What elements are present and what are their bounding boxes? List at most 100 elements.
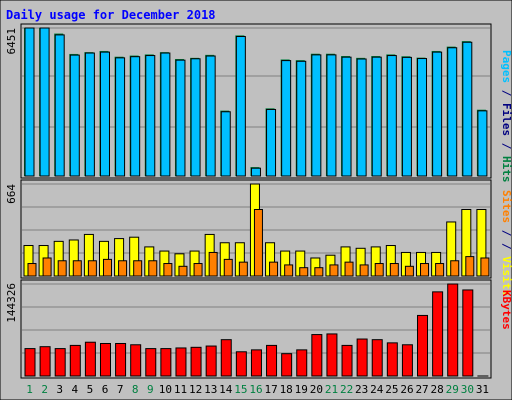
- kbytes-bar: [236, 352, 246, 376]
- x-tick-label: 19: [295, 383, 308, 396]
- kbytes-bar: [357, 339, 367, 376]
- pages-bar: [55, 35, 64, 176]
- kbytes-bar: [176, 348, 186, 376]
- x-tick-label: 4: [72, 383, 79, 396]
- sites-bar: [345, 262, 353, 276]
- kbytes-bar: [402, 345, 412, 376]
- kbytes-bar: [342, 345, 352, 376]
- pages-bar: [70, 55, 79, 176]
- sites-bar: [375, 264, 383, 276]
- middle-y-max-label: 664: [5, 184, 18, 204]
- pages-bar: [297, 61, 306, 176]
- sites-bar: [224, 259, 232, 276]
- kbytes-bar: [206, 346, 216, 376]
- sites-bar: [179, 266, 187, 276]
- x-tick-label: 29: [446, 383, 459, 396]
- sites-bar: [451, 261, 459, 276]
- kbytes-bar: [418, 315, 428, 376]
- kbytes-bar: [100, 343, 110, 376]
- x-tick-label: 24: [370, 383, 384, 396]
- x-tick-label: 31: [476, 383, 489, 396]
- legend-item-sites: Sites: [500, 190, 512, 223]
- pages-bar: [448, 48, 457, 176]
- legend-separator: /: [500, 243, 512, 256]
- legend-item-slash: /: [500, 223, 512, 243]
- kbytes-bar: [327, 334, 337, 376]
- sites-bar: [270, 262, 278, 276]
- legend-item-hits: Hits: [500, 156, 512, 183]
- top-y-max-label: 6451: [5, 28, 18, 55]
- kbytes-bar: [372, 340, 382, 376]
- x-tick-label: 3: [56, 383, 63, 396]
- sites-bar: [103, 259, 111, 276]
- legend-item-pages: Pages: [500, 50, 512, 83]
- kbytes-bar: [463, 290, 473, 376]
- kbytes-bar: [55, 349, 65, 376]
- legend-item-files: Files: [500, 103, 512, 136]
- sites-bar: [285, 265, 293, 276]
- kbytes-bar: [251, 350, 261, 376]
- sites-bar: [134, 261, 142, 276]
- sites-bar: [390, 264, 398, 276]
- pages-bar: [267, 109, 276, 176]
- sites-bar: [360, 265, 368, 276]
- kbytes-bar: [131, 345, 141, 376]
- x-tick-label: 1: [26, 383, 33, 396]
- pages-bar: [387, 56, 396, 176]
- pages-bar: [357, 59, 366, 176]
- pages-bar: [312, 55, 321, 176]
- pages-bar: [131, 57, 140, 176]
- sites-bar: [88, 261, 96, 276]
- bottom-y-max-label: 144326: [5, 283, 18, 323]
- pages-bar: [100, 52, 109, 176]
- sites-bar: [436, 264, 444, 276]
- x-tick-label: 8: [132, 383, 139, 396]
- kbytes-bar: [221, 340, 231, 376]
- x-tick-label: 12: [189, 383, 202, 396]
- pages-bar: [40, 28, 49, 176]
- kbytes-bar: [433, 292, 443, 376]
- x-tick-label: 28: [431, 383, 444, 396]
- pages-bar: [463, 42, 472, 176]
- pages-bar: [418, 59, 427, 176]
- x-tick-label: 20: [310, 383, 323, 396]
- pages-bar: [236, 37, 245, 176]
- sites-bar: [209, 252, 217, 276]
- pages-bar: [478, 111, 487, 176]
- pages-bar: [116, 58, 125, 176]
- x-tick-label: 30: [461, 383, 474, 396]
- kbytes-bar: [25, 349, 35, 376]
- pages-bar: [282, 61, 291, 176]
- sites-bar: [300, 268, 308, 276]
- sites-bar: [330, 265, 338, 276]
- pages-bar: [402, 57, 411, 176]
- x-tick-label: 2: [41, 383, 48, 396]
- sites-bar: [254, 209, 262, 276]
- pages-bar: [372, 57, 381, 176]
- pages-bar: [191, 59, 200, 176]
- x-tick-label: 26: [400, 383, 413, 396]
- kbytes-bar: [267, 345, 277, 376]
- sites-bar: [194, 264, 202, 276]
- kbytes-bar: [191, 347, 201, 376]
- pages-bar: [327, 55, 336, 176]
- sites-bar: [28, 264, 36, 276]
- sites-bar: [58, 261, 66, 276]
- x-tick-label: 5: [87, 383, 94, 396]
- x-tick-label: 11: [174, 383, 187, 396]
- x-tick-label: 9: [147, 383, 154, 396]
- pages-bar: [342, 57, 351, 176]
- pages-bar: [85, 53, 94, 176]
- kbytes-bar: [297, 350, 307, 376]
- x-tick-label: 18: [280, 383, 293, 396]
- kbytes-bar: [146, 349, 156, 376]
- pages-bar: [433, 52, 442, 176]
- sites-bar: [43, 258, 51, 276]
- x-tick-label: 22: [340, 383, 353, 396]
- sites-bar: [149, 261, 157, 276]
- x-tick-label: 6: [102, 383, 109, 396]
- kbytes-bar: [312, 335, 322, 376]
- x-tick-label: 10: [159, 383, 172, 396]
